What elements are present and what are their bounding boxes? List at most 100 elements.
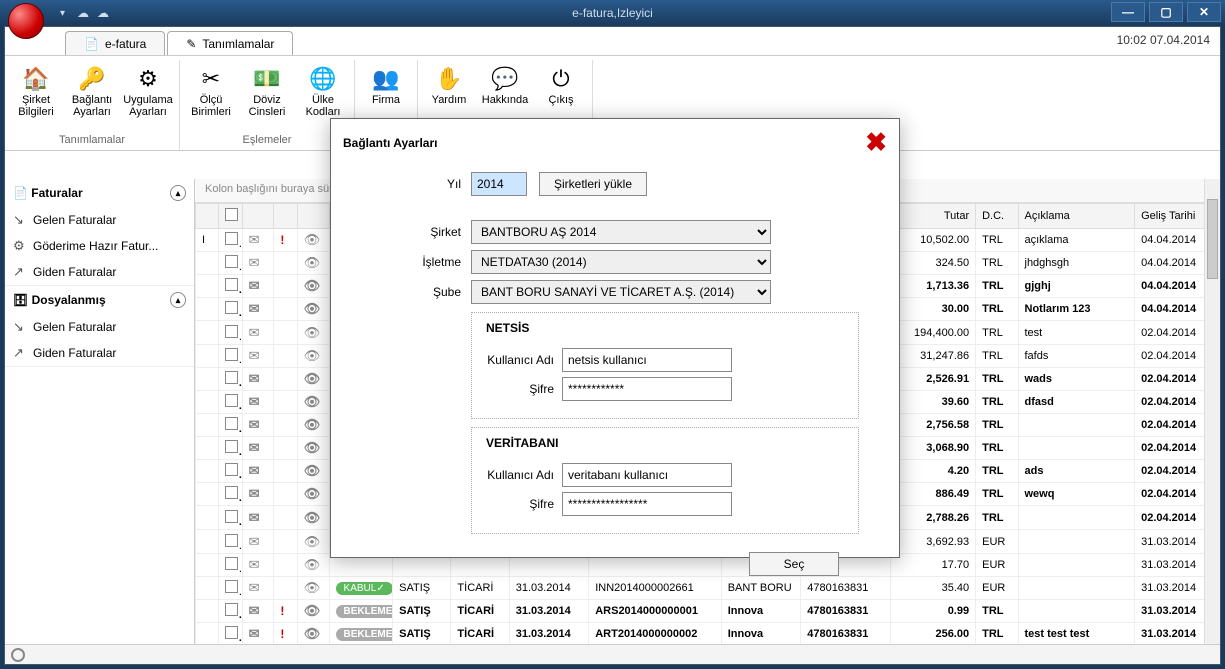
isletme-select[interactable]: NETDATA30 (2014) <box>471 250 771 274</box>
row-envelope: ✉ <box>242 345 274 368</box>
row-eye[interactable]: 👁 <box>297 437 329 460</box>
row-eye[interactable]: 👁 <box>297 321 329 345</box>
row-eye[interactable]: 👁 <box>297 530 329 554</box>
ribbon-baglanti-ayarlari[interactable]: 🔑BağlantıAyarları <box>67 60 117 132</box>
row-eye[interactable]: 👁 <box>297 483 329 506</box>
qat-dropdown-icon[interactable]: ▾ <box>60 8 65 19</box>
cell-aciklama: fafds <box>1018 345 1135 368</box>
row-checkbox[interactable] <box>219 600 242 623</box>
db-user-input[interactable] <box>562 463 732 487</box>
nav-gelen-faturalar[interactable]: ↘Gelen Faturalar <box>5 207 194 233</box>
sirket-select[interactable]: BANTBORU AŞ 2014 <box>471 220 771 244</box>
home-icon: 🏠 <box>22 64 49 94</box>
row-checkbox[interactable] <box>219 414 242 437</box>
col-tutar[interactable]: Tutar <box>891 204 976 229</box>
ribbon-sirket-bilgileri[interactable]: 🏠ŞirketBilgileri <box>11 60 61 132</box>
close-button[interactable]: ✕ <box>1187 2 1221 22</box>
table-row[interactable]: ✉!👁BEKLEMEDESATIŞTİCARİ31.03.2014ARS2014… <box>196 600 1220 623</box>
nav-goderime-hazir[interactable]: ⚙Göderime Hazır Fatur... <box>5 233 194 259</box>
row-checkbox[interactable] <box>219 252 242 275</box>
row-eye[interactable]: 👁 <box>297 345 329 368</box>
sube-select[interactable]: BANT BORU SANAYİ VE TİCARET A.Ş. (2014) <box>471 280 771 304</box>
row-checkbox[interactable] <box>219 483 242 506</box>
col-envelope[interactable] <box>242 204 274 229</box>
vertical-scrollbar[interactable] <box>1204 179 1220 644</box>
row-checkbox[interactable] <box>219 229 242 252</box>
row-eye[interactable]: 👁 <box>297 554 329 577</box>
ribbon-olcu-birimleri[interactable]: ✂Ölçü Birimleri <box>186 60 236 132</box>
row-eye[interactable]: 👁 <box>297 460 329 483</box>
eye-icon: 👁 <box>304 417 321 432</box>
nav-arch-gelen[interactable]: ↘Gelen Faturalar <box>5 314 194 340</box>
exclamation-icon: ! <box>280 627 284 641</box>
col-eye[interactable] <box>297 204 329 229</box>
row-checkbox[interactable] <box>219 530 242 554</box>
nav-giden-faturalar[interactable]: ↗Giden Faturalar <box>5 259 194 285</box>
load-companies-button[interactable]: Şirketleri yükle <box>539 172 647 196</box>
archive-icon: 🗄 <box>13 293 28 307</box>
select-button[interactable]: Seç <box>749 552 839 576</box>
nav-arch-giden[interactable]: ↗Giden Faturalar <box>5 340 194 366</box>
row-eye[interactable]: 👁 <box>297 368 329 391</box>
row-checkbox[interactable] <box>219 437 242 460</box>
col-dc[interactable]: D.C. <box>976 204 1018 229</box>
row-status: BEKLEMEDE <box>329 623 393 646</box>
edit-icon: ✎ <box>186 37 196 51</box>
row-eye[interactable]: 👁 <box>297 229 329 252</box>
row-checkbox[interactable] <box>219 506 242 530</box>
db-fieldset: VERİTABANI Kullanıcı Adı Şifre <box>471 427 859 534</box>
maximize-button[interactable]: ▢ <box>1149 2 1183 22</box>
row-eye[interactable]: 👁 <box>297 600 329 623</box>
row-eye[interactable]: 👁 <box>297 414 329 437</box>
minimize-button[interactable]: — <box>1111 2 1145 22</box>
cloud-down-icon[interactable]: ☁ <box>97 6 109 20</box>
row-checkbox[interactable] <box>219 577 242 600</box>
row-checkbox[interactable] <box>219 391 242 414</box>
row-checkbox[interactable] <box>219 298 242 321</box>
db-pass-input[interactable] <box>562 492 732 516</box>
cloud-up-icon[interactable]: ☁ <box>77 6 89 20</box>
col-marker[interactable] <box>196 204 219 229</box>
netsis-pass-input[interactable] <box>562 377 732 401</box>
row-checkbox[interactable] <box>219 554 242 577</box>
row-eye[interactable]: 👁 <box>297 506 329 530</box>
col-flag[interactable] <box>274 204 297 229</box>
row-checkbox[interactable] <box>219 321 242 345</box>
cell-aciklama: jhdghsgh <box>1018 252 1135 275</box>
row-eye[interactable]: 👁 <box>297 252 329 275</box>
row-status: KABUL✓ <box>329 577 393 600</box>
dialog-close-icon[interactable]: ✖ <box>865 127 887 158</box>
col-aciklama[interactable]: Açıklama <box>1018 204 1135 229</box>
envelope-icon: ✉ <box>249 417 260 432</box>
collapse-icon[interactable]: ▴ <box>170 292 186 308</box>
table-row[interactable]: ✉👁KABUL✓SATIŞTİCARİ31.03.2014INN20140000… <box>196 577 1220 600</box>
row-flag <box>274 391 297 414</box>
row-checkbox[interactable] <box>219 623 242 646</box>
yil-input[interactable] <box>471 172 527 196</box>
row-eye[interactable]: 👁 <box>297 298 329 321</box>
ribbon-doviz-cinsleri[interactable]: 💵DövizCinsleri <box>242 60 292 132</box>
nav-group-dosyalanmis[interactable]: 🗄 Dosyalanmış ▴ <box>5 286 194 314</box>
row-eye[interactable]: 👁 <box>297 577 329 600</box>
row-checkbox[interactable] <box>219 275 242 298</box>
globe-icon: 🌐 <box>309 64 336 94</box>
row-checkbox[interactable] <box>219 368 242 391</box>
row-checkbox[interactable] <box>219 345 242 368</box>
scrollbar-thumb[interactable] <box>1207 199 1218 279</box>
envelope-icon: ✉ <box>249 348 260 363</box>
netsis-user-input[interactable] <box>562 348 732 372</box>
ribbon-uygulama-ayarlari[interactable]: ⚙UygulamaAyarları <box>123 60 173 132</box>
row-marker <box>196 414 219 437</box>
netsis-pass-label: Şifre <box>482 382 562 396</box>
tab-tanimlamalar[interactable]: ✎ Tanımlamalar <box>167 31 293 55</box>
row-eye[interactable]: 👁 <box>297 275 329 298</box>
col-checkbox[interactable] <box>219 204 242 229</box>
table-row[interactable]: ✉!👁BEKLEMEDESATIŞTİCARİ31.03.2014ART2014… <box>196 623 1220 646</box>
row-checkbox[interactable] <box>219 460 242 483</box>
tab-efatura[interactable]: 📄 e-fatura <box>65 31 165 55</box>
row-eye[interactable]: 👁 <box>297 391 329 414</box>
app-logo[interactable] <box>8 3 44 39</box>
nav-group-faturalar[interactable]: 📄 Faturalar ▴ <box>5 179 194 207</box>
row-eye[interactable]: 👁 <box>297 623 329 646</box>
collapse-icon[interactable]: ▴ <box>170 185 186 201</box>
